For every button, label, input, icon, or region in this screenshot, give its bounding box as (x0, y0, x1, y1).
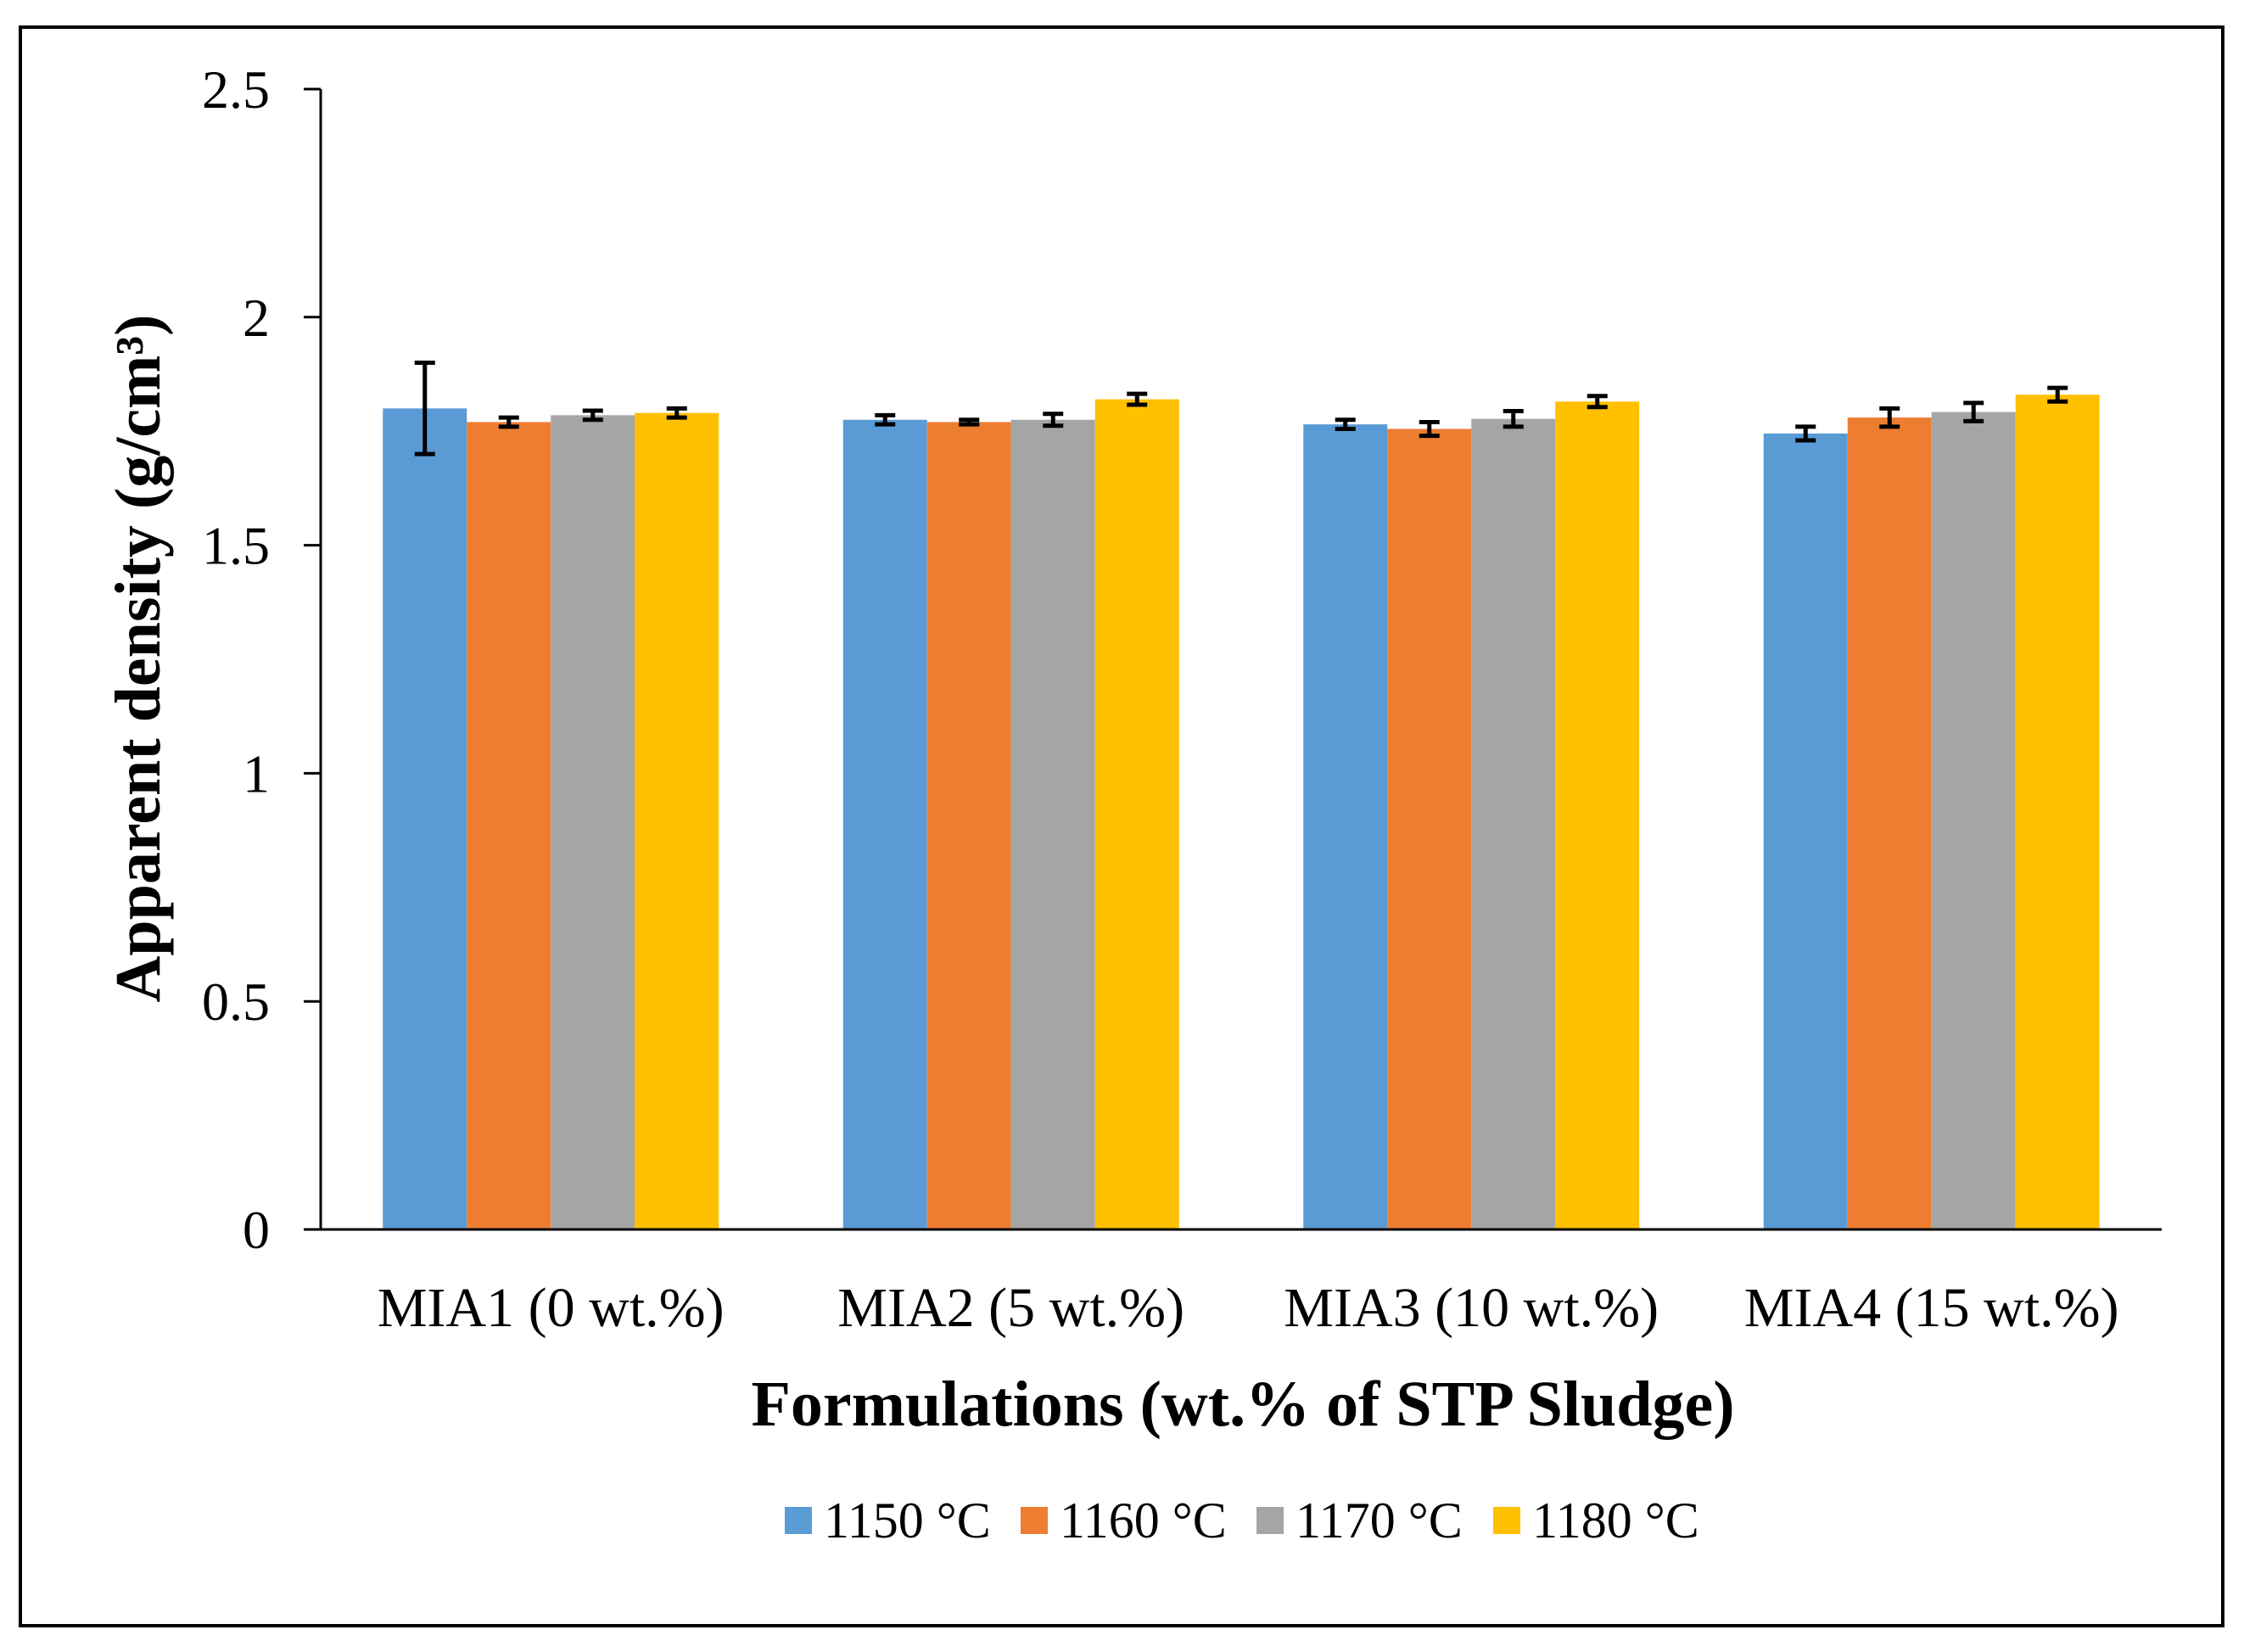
bar (2015, 395, 2100, 1229)
y-tick-label: 0.5 (202, 972, 270, 1032)
y-tick-label: 1.5 (202, 516, 270, 576)
y-axis-title: Apparent density (g/cm³) (103, 315, 174, 1003)
bar (383, 408, 467, 1229)
bar (1303, 424, 1388, 1229)
bar (1931, 412, 2016, 1229)
y-tick-label: 2.5 (202, 59, 270, 120)
y-tick-label: 2 (243, 288, 270, 348)
legend-swatch (1256, 1507, 1284, 1534)
legend-label: 1160 °C (1060, 1492, 1227, 1548)
bar (1094, 399, 1179, 1229)
plot-area: 0 0.5 1 1.5 2 2.5 MIA1 (0 wt.%) MIA2 (5 wt.%) MI… (202, 59, 2162, 1339)
bar (1555, 401, 1640, 1230)
x-tick-label: MIA1 (0 wt.%) (378, 1277, 725, 1339)
bar (1763, 433, 1848, 1229)
y-tick-label: 1 (243, 743, 270, 804)
legend-swatch (785, 1507, 812, 1534)
y-tick-label: 0 (243, 1200, 270, 1260)
bar (635, 412, 719, 1229)
legend: 1150 °C 1160 °C 1170 °C 1180 °C (785, 1492, 1699, 1548)
bar (467, 422, 551, 1229)
legend-label: 1170 °C (1295, 1492, 1463, 1548)
bar (842, 419, 927, 1229)
bar (1847, 417, 1932, 1229)
x-tick-label: MIA4 (15 wt.%) (1744, 1277, 2119, 1339)
legend-label: 1180 °C (1532, 1492, 1699, 1548)
bar (926, 422, 1011, 1229)
bar (551, 415, 635, 1229)
legend-swatch (1493, 1507, 1520, 1534)
x-tick-label: MIA3 (10 wt.%) (1284, 1277, 1659, 1339)
bar (1387, 428, 1472, 1230)
bar (1010, 419, 1095, 1229)
legend-label: 1150 °C (824, 1492, 991, 1548)
bar (1471, 418, 1556, 1229)
legend-swatch (1021, 1507, 1048, 1534)
x-axis-title: Formulations (wt.% of STP Sludge) (751, 1369, 1734, 1440)
x-tick-label: MIA2 (5 wt.%) (837, 1277, 1184, 1339)
